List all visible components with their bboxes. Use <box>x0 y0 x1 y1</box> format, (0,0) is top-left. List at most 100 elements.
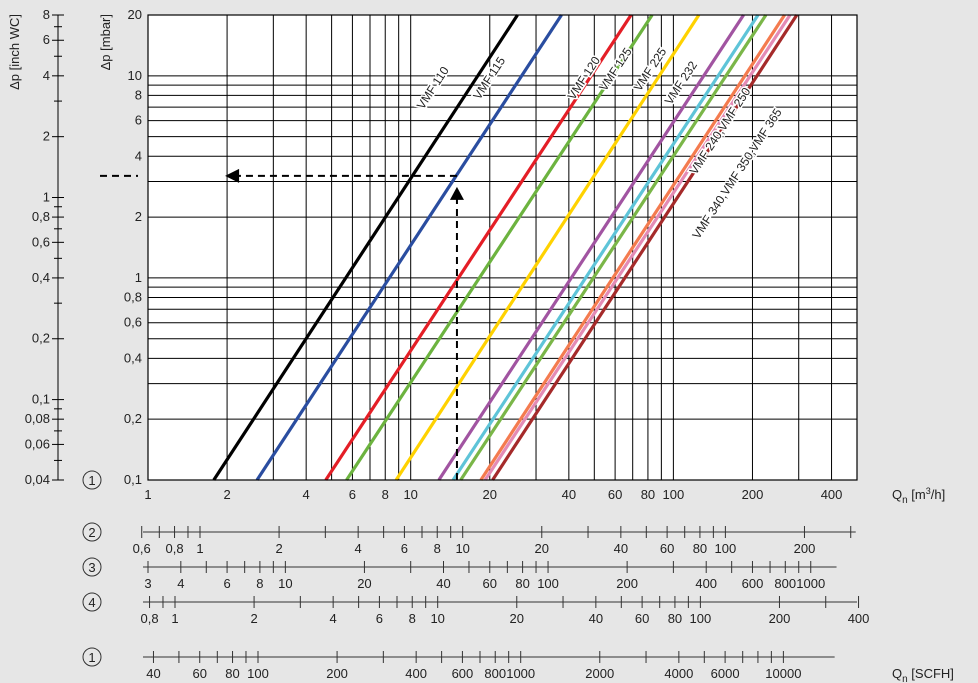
scale-tick-label: 400 <box>405 666 427 681</box>
y-tick-label-mbar: 20 <box>128 7 142 22</box>
y-tick-label-mbar: 8 <box>135 87 142 102</box>
scale-marker-circle <box>82 470 102 490</box>
scale-tick-label: 0,6 <box>133 541 151 556</box>
y-tick-label-mbar: 0,4 <box>124 350 142 365</box>
scale-tick-label: 400 <box>695 576 717 591</box>
series-line-vmf-340 <box>479 14 786 481</box>
y-tick-label-inch: 8 <box>43 7 50 22</box>
scale-tick-label: 1000 <box>506 666 535 681</box>
scale-tick-label: 80 <box>668 611 682 626</box>
scale-tick-label: 20 <box>510 611 524 626</box>
scale-tick-label: 60 <box>483 576 497 591</box>
scale-tick-label: 100 <box>715 541 737 556</box>
scale-marker-number: 4 <box>88 595 95 610</box>
series-line-vmf-125 <box>345 14 654 481</box>
axes: 0,1 0,2 0,4 0,6 0,8 1 2 4 6 8 10 20 0,04 0,06 0,08 0,1 0… <box>7 7 945 506</box>
x-tick-label: 6 <box>349 487 356 502</box>
x-tick-label: 4 <box>303 487 310 502</box>
scale-marker-number: 1 <box>88 473 95 488</box>
x-tick-label: 60 <box>608 487 622 502</box>
scale-tick-label: 10000 <box>765 666 801 681</box>
scale-tick-label: 4 <box>330 611 337 626</box>
scale-tick-label: 1000 <box>796 576 825 591</box>
y-tick-label-mbar: 1 <box>135 270 142 285</box>
y-tick-label-mbar: 0,8 <box>124 290 142 305</box>
scale-tick-label: 4 <box>177 576 184 591</box>
scale-tick-label: 800 <box>774 576 796 591</box>
y-tick-label-inch: 0,08 <box>25 411 50 426</box>
series-line-vmf-350 <box>483 14 792 481</box>
series-line-vmf-240 <box>451 14 760 481</box>
y-tick-label-mbar: 6 <box>135 113 142 128</box>
scale-tick-label: 80 <box>693 541 707 556</box>
scale-tick-label: 600 <box>742 576 764 591</box>
scale-tick-label: 6 <box>401 541 408 556</box>
y-tick-label-inch: 0,4 <box>32 270 50 285</box>
scale-tick-label: 400 <box>848 611 870 626</box>
x-tick-label: 40 <box>562 487 576 502</box>
scale-tick-label: 4 <box>355 541 362 556</box>
x-axis-title: Qn [m3/h] <box>892 486 945 506</box>
example-arrow-left <box>225 168 240 183</box>
scale-tick-label: 6 <box>376 611 383 626</box>
y-tick-label-mbar: 0,2 <box>124 411 142 426</box>
y-axis-title-mbar: Δp [mbar] <box>98 14 113 70</box>
scale-marker-circle <box>82 522 102 542</box>
scale-marker-number: 2 <box>88 525 95 540</box>
scale-tick-label: 3 <box>144 576 151 591</box>
scale-tick-label: 100 <box>247 666 269 681</box>
scale-tick-label: 10 <box>278 576 292 591</box>
scale-tick-label: 600 <box>452 666 474 681</box>
scale-marker-number: 1 <box>88 650 95 665</box>
series-line-vmf-115 <box>255 14 563 481</box>
y-tick-label-inch: 0,8 <box>32 209 50 224</box>
scale-tick-label: 8 <box>434 541 441 556</box>
scale-tick-label: 10 <box>430 611 444 626</box>
x-tick-label: 8 <box>382 487 389 502</box>
x-tick-label: 400 <box>821 487 843 502</box>
scale-tick-label: 200 <box>769 611 791 626</box>
scale-tick-label: 1 <box>196 541 203 556</box>
scale-tick-label: 1 <box>171 611 178 626</box>
example-reading <box>100 168 464 480</box>
x-tick-label: 2 <box>223 487 230 502</box>
y-tick-label-inch: 6 <box>43 32 50 47</box>
series-line-vmf-365 <box>491 14 799 481</box>
scale-tick-label: 60 <box>660 541 674 556</box>
scale-marker-number: 3 <box>88 560 95 575</box>
x-tick-label: 100 <box>663 487 685 502</box>
series-line-vmf-250 <box>459 14 768 481</box>
example-arrow-up <box>449 186 464 200</box>
y-tick-label-mbar: 10 <box>128 68 142 83</box>
x-tick-label: 200 <box>742 487 764 502</box>
y-tick-label-inch: 2 <box>43 129 50 144</box>
y-tick-label-inch: 1 <box>43 189 50 204</box>
y-tick-label-inch: 0,04 <box>25 472 50 487</box>
y-tick-label-mbar: 4 <box>135 148 142 163</box>
series-lines <box>212 14 799 481</box>
scale-tick-label: 8 <box>409 611 416 626</box>
scale-tick-label: 40 <box>146 666 160 681</box>
scale-tick-label: 4000 <box>664 666 693 681</box>
scale-tick-label: 100 <box>690 611 712 626</box>
scale-tick-label: 40 <box>589 611 603 626</box>
y-tick-label-inch: 4 <box>43 68 50 83</box>
scale-tick-label: 60 <box>635 611 649 626</box>
scale-tick-label: 800 <box>484 666 506 681</box>
y-tick-label-mbar: 2 <box>135 209 142 224</box>
series-line-vmf-110 <box>212 14 519 481</box>
scale-unit-label: Qn [SCFH] <box>892 666 954 683</box>
plot-frame <box>147 14 858 481</box>
scale-tick-label: 80 <box>225 666 239 681</box>
scale-marker-circle <box>82 647 102 667</box>
y-tick-label-inch: 0,6 <box>32 234 50 249</box>
scale-marker-circle <box>82 557 102 577</box>
y-tick-label-inch: 0,06 <box>25 436 50 451</box>
series-line-vmf-120 <box>324 14 633 481</box>
scale-tick-label: 10 <box>455 541 469 556</box>
series-line-vmf-225 <box>394 14 701 481</box>
y-tick-label-inch: 0,2 <box>32 331 50 346</box>
scale-tick-label: 20 <box>535 541 549 556</box>
